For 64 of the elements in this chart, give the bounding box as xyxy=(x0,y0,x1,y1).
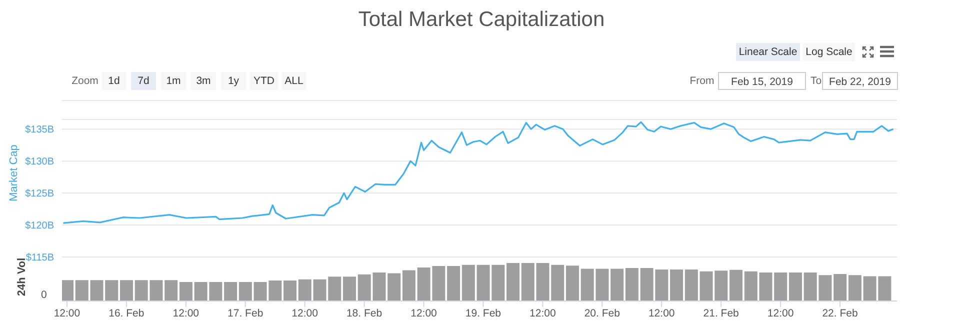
y-tick-label: $130B xyxy=(25,156,54,168)
bar xyxy=(224,282,238,301)
x-tick-label: 12:00 xyxy=(292,307,318,320)
bar xyxy=(179,282,192,301)
bar xyxy=(62,280,74,301)
text: To xyxy=(810,74,822,89)
bar xyxy=(447,266,460,301)
bar xyxy=(566,266,579,301)
text: 3m xyxy=(191,72,216,90)
text: 1d xyxy=(102,72,126,90)
bar xyxy=(684,269,698,301)
y-tick-label: $115B xyxy=(26,252,54,264)
x-tick-label: 12:00 xyxy=(767,307,794,320)
x-tick-label: 21. Feb xyxy=(703,307,740,320)
bar xyxy=(670,269,684,301)
text: 7d xyxy=(131,72,156,90)
y-tick-label: $135B xyxy=(25,124,54,136)
bar xyxy=(342,276,356,301)
bar xyxy=(284,280,297,301)
text: From xyxy=(688,74,716,89)
bar xyxy=(834,274,847,301)
bar xyxy=(462,264,475,301)
bar xyxy=(238,282,252,301)
text: 1m xyxy=(161,72,186,90)
text: Feb 15, 2019 xyxy=(718,72,806,90)
bar xyxy=(848,275,862,301)
bar xyxy=(75,280,88,301)
text: Linear Scale xyxy=(736,43,800,61)
bar xyxy=(298,279,312,301)
x-tick-label: 20. Feb xyxy=(584,307,620,320)
x-tick-label: 18. Feb xyxy=(346,307,382,320)
bar xyxy=(164,280,178,301)
text: Log Scale xyxy=(803,43,855,61)
y-axis-title: 24h Vol xyxy=(16,258,28,296)
x-tick-label: 12:00 xyxy=(172,307,200,320)
bar xyxy=(625,268,638,301)
text: ALL xyxy=(282,72,306,90)
y-tick-label: $125B xyxy=(25,188,54,200)
y-tick-label: $120B xyxy=(25,220,54,232)
text: 1y xyxy=(221,72,246,90)
text: YTD xyxy=(250,72,278,90)
bar xyxy=(551,264,564,301)
bar xyxy=(610,268,624,301)
bar xyxy=(120,280,133,301)
x-tick-label: 16. Feb xyxy=(108,307,144,320)
x-tick-label: 12:00 xyxy=(530,307,556,320)
y-axis-title: Market Cap xyxy=(8,144,20,202)
x-tick-label: 12:00 xyxy=(410,307,438,320)
x-tick-label: 22. Feb xyxy=(822,307,858,320)
bar xyxy=(388,273,401,301)
bar xyxy=(730,270,743,301)
line-series xyxy=(62,121,894,224)
x-tick-label: 17. Feb xyxy=(228,307,264,320)
bar xyxy=(506,263,520,301)
bar xyxy=(774,272,788,301)
x-tick-label: 19. Feb xyxy=(465,307,502,320)
text: Zoom xyxy=(70,74,100,89)
text: Feb 22, 2019 xyxy=(822,72,898,90)
chart-title: Total Market Capitalization xyxy=(357,8,606,32)
text: 0 xyxy=(41,289,47,301)
x-tick-label: 12:00 xyxy=(648,307,675,320)
x-tick-label: 12:00 xyxy=(54,307,80,320)
bar xyxy=(788,272,802,301)
bar xyxy=(402,270,416,301)
